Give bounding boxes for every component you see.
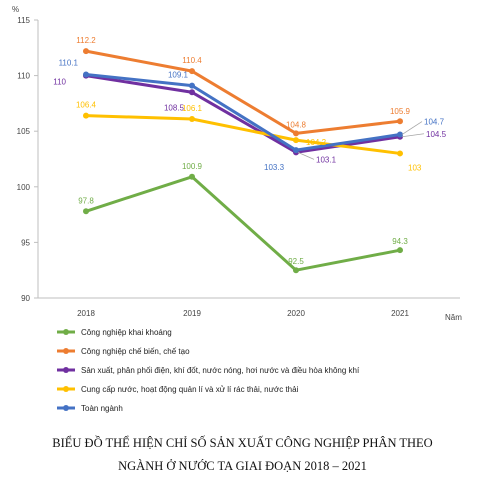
x-axis-label: Năm	[445, 313, 462, 322]
data-point	[189, 115, 195, 122]
legend-label: Sản xuất, phân phối điện, khí đốt, nước …	[81, 366, 360, 375]
label-leader-line	[401, 121, 423, 135]
legend-swatch-marker	[63, 348, 69, 354]
data-label: 97.8	[78, 196, 94, 205]
line-chart: 90 95 100 105 110 115% 2018 2019 2020 2021 Năm 97.…	[12, 5, 462, 413]
y-tick-label: 105	[17, 127, 31, 136]
data-label: 110.1	[59, 58, 79, 67]
legend-swatch-marker	[63, 386, 69, 392]
series-line-5	[85, 72, 401, 152]
data-label: 109.1	[168, 71, 189, 80]
series-lines	[83, 48, 403, 274]
data-point	[293, 147, 299, 154]
data-label: 103.1	[316, 155, 337, 164]
data-point	[293, 267, 299, 274]
chart-title: BIỂU ĐỒ THỂ HIỆN CHỈ SỐ SẢN XUẤT CÔNG NG…	[52, 436, 433, 473]
data-point	[397, 150, 403, 157]
data-point	[293, 137, 299, 144]
data-point	[293, 130, 299, 137]
data-point	[189, 173, 195, 180]
legend-label: Toàn ngành	[81, 404, 123, 413]
data-label: 104.5	[426, 130, 447, 139]
series-line-2	[85, 49, 401, 135]
x-tick-label: 2020	[287, 309, 305, 318]
data-point	[83, 112, 89, 119]
data-label: 103	[408, 163, 422, 172]
data-point	[83, 48, 89, 55]
data-label: 106.1	[182, 104, 203, 113]
data-point	[397, 247, 403, 254]
y-tick-label: 115	[17, 16, 30, 25]
legend-swatch-marker	[63, 367, 69, 373]
data-point	[397, 131, 403, 138]
data-label: 106.4	[76, 101, 97, 110]
data-label: 108.5	[164, 103, 185, 112]
y-tick-label: 90	[21, 294, 30, 303]
data-label: 110	[53, 78, 66, 87]
label-leader-line	[297, 151, 315, 160]
data-labels: 97.8 100.9 92.5 94.3 112.2 110.4 104.8 105.9 110…	[53, 36, 446, 266]
legend-label: Công nghiệp khai khoáng	[81, 328, 172, 337]
legend-label: Cung cấp nước, hoạt động quản lí và xử l…	[81, 385, 299, 394]
label-leader-lines	[297, 121, 425, 160]
data-label: 94.3	[392, 237, 408, 246]
data-label: 104.8	[286, 120, 307, 129]
legend: Công nghiệp khai khoáng Công nghiệp chế b…	[57, 328, 360, 413]
data-point	[189, 89, 195, 96]
data-label: 92.5	[288, 257, 304, 266]
label-leader-line	[401, 133, 425, 138]
series-line-4	[85, 114, 401, 155]
y-axis-unit: %	[12, 5, 19, 14]
data-label: 103.3	[264, 163, 285, 172]
data-label: 105.9	[390, 107, 411, 116]
series-line-1	[85, 175, 401, 272]
data-point	[83, 208, 89, 215]
data-point	[189, 82, 195, 89]
x-tick-label: 2018	[77, 309, 95, 318]
x-tick-label: 2021	[391, 309, 409, 318]
legend-swatch-marker	[63, 329, 69, 335]
data-point	[189, 68, 195, 75]
y-tick-label: 110	[17, 72, 30, 81]
chart-axes: 90 95 100 105 110 115% 2018 2019 2020 2021 Năm	[12, 5, 462, 322]
series-line-3	[85, 74, 401, 154]
data-point	[397, 118, 403, 125]
x-tick-label: 2019	[183, 309, 201, 318]
data-label: 104.2	[306, 138, 327, 147]
legend-swatch-marker	[63, 405, 69, 411]
data-label: 100.9	[182, 162, 203, 171]
data-label: 104.7	[424, 118, 445, 127]
data-label: 112.2	[76, 36, 96, 45]
legend-label: Công nghiệp chế biến, chế tạo	[81, 347, 190, 356]
data-point	[83, 71, 89, 78]
y-tick-label: 95	[21, 238, 30, 247]
data-label: 110.4	[182, 56, 202, 65]
y-tick-label: 100	[17, 183, 31, 192]
